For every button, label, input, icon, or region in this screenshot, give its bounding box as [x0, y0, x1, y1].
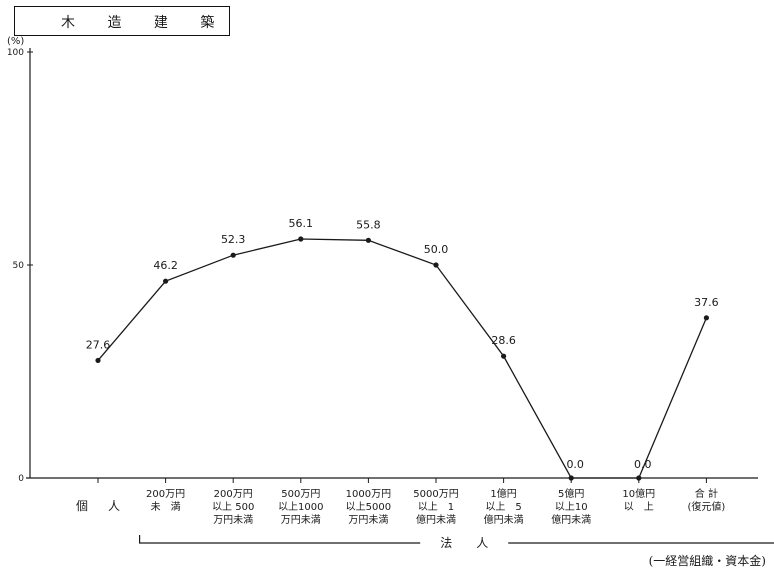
data-point — [95, 357, 101, 364]
x-tick-label: 億円未満 — [416, 513, 456, 526]
x-tick-label: 200万円 — [146, 489, 185, 500]
data-point — [163, 278, 169, 284]
x-tick-label: 1億円 — [490, 487, 516, 500]
y-tick-label: 100 — [7, 48, 24, 58]
data-point — [568, 475, 574, 481]
data-point — [501, 353, 507, 359]
data-label: 56.1 — [289, 217, 314, 230]
series-line — [97, 238, 707, 479]
x-tick-label: 以上1000 — [278, 501, 323, 513]
y-tick-label: 0 — [18, 474, 24, 484]
y-axis-unit: (%) — [7, 36, 25, 47]
x-tick-label: 以 上 — [624, 501, 654, 513]
data-label: 46.2 — [153, 259, 178, 272]
x-tick-label: 5000万円 — [413, 489, 458, 500]
data-label: 52.3 — [221, 233, 246, 246]
x-tick-label: 未 満 — [151, 501, 181, 513]
data-point — [298, 236, 304, 242]
x-tick-label: 200万円 — [214, 489, 253, 500]
data-label: 27.6 — [86, 338, 111, 351]
data-point — [230, 252, 236, 258]
y-tick-label: 50 — [13, 261, 25, 271]
x-tick-label: 万円未満 — [281, 514, 321, 526]
x-tick-label: (復元値) — [687, 500, 725, 513]
x-tick-label: 以上5000 — [346, 501, 391, 513]
source-note: (一経営組織・資本金) — [648, 554, 766, 568]
data-point — [433, 262, 439, 268]
x-tick-label: 以上 1 — [418, 501, 454, 513]
x-tick-label: 10億円 — [622, 487, 655, 500]
x-tick-label: 万円未満 — [213, 514, 253, 526]
x-tick-label: 億円未満 — [551, 513, 591, 526]
x-tick-label: 人 — [108, 499, 120, 513]
x-tick-label: 以上10 — [555, 501, 588, 513]
group-label: 法 人 — [440, 536, 488, 550]
chart-title-box: 木 造 建 築 — [14, 6, 230, 36]
data-label: 28.6 — [491, 334, 516, 347]
x-tick-label: 500万円 — [281, 489, 320, 500]
data-label: 50.0 — [424, 243, 449, 256]
x-tick-label: 億円未満 — [484, 513, 524, 526]
data-label: 37.6 — [694, 296, 719, 309]
data-label: 0.0 — [566, 458, 584, 471]
x-tick-label: 以上 5 — [485, 501, 521, 513]
x-tick-label: 1000万円 — [346, 489, 391, 500]
data-point — [703, 315, 710, 321]
x-tick-label: 個 — [76, 499, 88, 513]
x-tick-label: 万円未満 — [348, 514, 388, 526]
data-point — [365, 237, 371, 243]
data-label: 55.8 — [356, 218, 381, 231]
x-tick-label: 合 計 — [695, 487, 718, 500]
x-tick-label: 5億円 — [558, 487, 584, 500]
group-label-backdrop — [420, 534, 509, 550]
data-label: 0.0 — [634, 458, 652, 471]
chart-title: 木 造 建 築 — [61, 15, 229, 31]
x-tick-label: 以上 500 — [212, 501, 254, 513]
data-point — [636, 475, 642, 481]
